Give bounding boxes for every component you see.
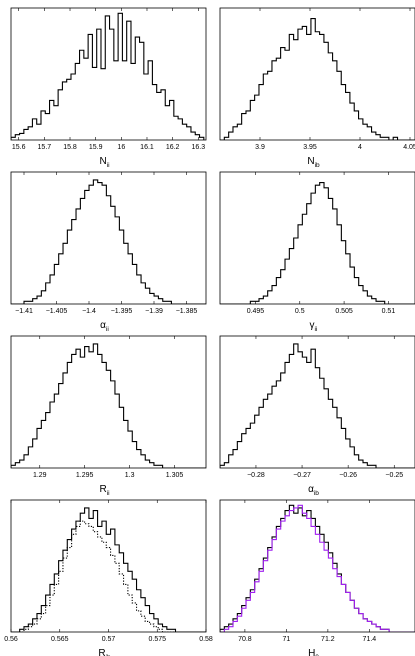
x-axis-label-sub: ii — [107, 490, 110, 497]
x-axis-label: αib — [308, 484, 319, 497]
plot-frame — [10, 171, 207, 305]
x-tick-label: 15.7 — [38, 144, 52, 151]
panels-layer: 15.6 15.7 15.8 15.9 16 16.1 16.2 16.3 Nii 3.9 3.95… — [4, 7, 415, 656]
x-axis-label-sub: ii — [315, 326, 318, 333]
x-axis-label: Nii — [99, 156, 109, 169]
x-tick-label: 71.4 — [363, 636, 377, 643]
x-tick-label: 16.2 — [166, 144, 180, 151]
panel-R_ii: 1.29 1.295 1.3 1.305 Rii — [10, 335, 207, 497]
x-axis-label-main: N — [99, 156, 106, 167]
series-line-1 — [11, 343, 206, 468]
x-tick-label: 16.1 — [140, 144, 154, 151]
x-tick-label: 1.3 — [125, 472, 135, 479]
x-axis-label-main: N — [307, 156, 314, 167]
panel-N_ii: 15.6 15.7 15.8 15.9 16 16.1 16.2 16.3 Nii — [10, 7, 207, 169]
x-axis-label: Nib — [307, 156, 320, 169]
panel-R_ib: 0.56 0.565 0.57 0.575 0.58 Rib — [4, 499, 213, 656]
plot-frame — [219, 7, 415, 141]
x-tick-label: 71 — [282, 636, 290, 643]
series-line-2 — [11, 520, 206, 632]
x-tick-label: 0.56 — [4, 636, 18, 643]
panel-N_ib: 3.9 3.95 4 4.05 Nib — [219, 7, 415, 169]
x-tick-label: 15.9 — [89, 144, 103, 151]
x-axis-label-main: γ — [310, 320, 315, 331]
x-axis-label-main: α — [100, 320, 106, 331]
panel-gamma_ii: 0.495 0.5 0.505 0.51 γii — [219, 171, 415, 333]
x-tick-label: 0.57 — [102, 636, 116, 643]
x-tick-label: 3.9 — [255, 144, 265, 151]
panel-H_0: 70.8 71 71.2 71.4 H0 — [219, 499, 415, 656]
x-tick-label: 16.3 — [191, 144, 205, 151]
x-axis-label: H0 — [308, 648, 319, 656]
x-tick-label: 0.495 — [247, 308, 265, 315]
series-line-1 — [11, 12, 205, 140]
x-axis-label-sub: ib — [314, 490, 319, 497]
series-line-1 — [11, 179, 206, 304]
x-tick-label: −0.27 — [293, 472, 311, 479]
x-tick-label: 0.58 — [199, 636, 213, 643]
x-tick-label: −1.41 — [15, 308, 33, 315]
plot-frame — [219, 499, 415, 633]
x-tick-label: 15.6 — [12, 144, 26, 151]
x-tick-label: 1.305 — [166, 472, 184, 479]
x-tick-label: 70.8 — [238, 636, 252, 643]
x-tick-label: 0.5 — [295, 308, 305, 315]
x-axis-label: αii — [100, 320, 109, 333]
x-axis-label-sub: 0 — [315, 654, 319, 656]
x-tick-label: 0.575 — [148, 636, 166, 643]
x-tick-label: 0.51 — [382, 308, 396, 315]
panel-alpha_ib: −0.28 −0.27 −0.26 −0.25 αib — [219, 335, 415, 497]
panel-alpha_ii: −1.41 −1.405 −1.4 −1.395 −1.39 −1.385 αii — [10, 171, 207, 333]
x-tick-label: −0.28 — [247, 472, 265, 479]
x-axis-label-sub: ib — [315, 162, 320, 169]
x-tick-label: 0.565 — [51, 636, 69, 643]
x-tick-label: −1.405 — [46, 308, 68, 315]
x-tick-label: 15.8 — [63, 144, 77, 151]
x-axis-label-main: R — [99, 484, 106, 495]
x-tick-label: 4.05 — [403, 144, 415, 151]
x-axis-label-sub: ii — [107, 162, 110, 169]
x-tick-label: −1.385 — [176, 308, 198, 315]
x-tick-label: −1.395 — [111, 308, 133, 315]
x-tick-label: 1.295 — [76, 472, 94, 479]
x-axis-label: γii — [310, 320, 318, 333]
x-tick-label: 4 — [358, 144, 362, 151]
plot-frame — [10, 335, 207, 469]
x-tick-label: −0.26 — [339, 472, 357, 479]
plot-frame — [219, 335, 415, 469]
series-line-1 — [220, 343, 415, 468]
x-tick-label: −1.4 — [82, 308, 96, 315]
x-tick-label: 71.2 — [321, 636, 335, 643]
series-line-1 — [220, 182, 415, 304]
x-tick-label: −1.39 — [145, 308, 163, 315]
x-tick-label: 0.505 — [335, 308, 353, 315]
x-tick-label: 1.29 — [33, 472, 47, 479]
x-axis-label-main: α — [308, 484, 314, 495]
x-axis-label: Rii — [99, 484, 109, 497]
x-tick-label: 3.95 — [303, 144, 317, 151]
x-axis-label-main: H — [308, 648, 315, 656]
x-axis-label: Rib — [98, 648, 111, 656]
plot-frame — [10, 7, 207, 141]
x-axis-label-main: R — [98, 648, 105, 656]
x-tick-label: 16 — [117, 144, 125, 151]
series-line-1 — [220, 18, 415, 140]
series-line-2 — [220, 504, 415, 632]
plot-frame — [219, 171, 415, 305]
series-line-1 — [11, 507, 206, 632]
plot-frame — [10, 499, 207, 633]
x-axis-label-sub: ii — [106, 326, 109, 333]
x-tick-label: −0.25 — [385, 472, 403, 479]
series-line-1 — [220, 504, 415, 632]
x-axis-label-sub: ib — [106, 654, 111, 656]
